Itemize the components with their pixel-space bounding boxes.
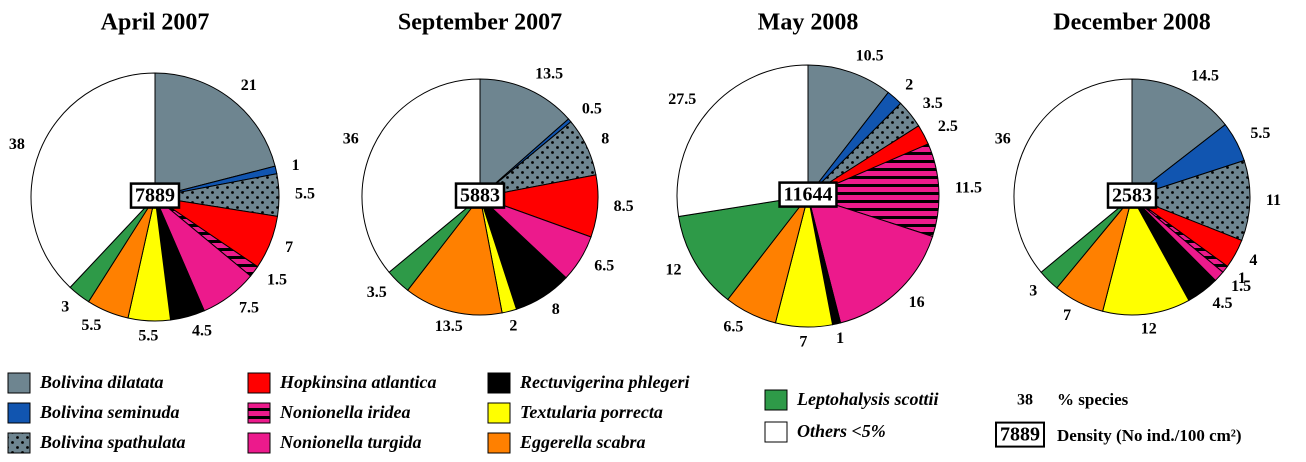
slice-label: 3 xyxy=(61,298,69,315)
slice-label: 12 xyxy=(665,262,681,279)
slice-label: 1 xyxy=(836,330,844,347)
legend-swatch xyxy=(487,402,511,424)
legend-swatch xyxy=(487,372,511,394)
legend-swatch xyxy=(7,372,31,394)
slice-label: 13.5 xyxy=(435,318,463,335)
slice-label: 36 xyxy=(343,131,359,148)
pie-title: May 2008 xyxy=(758,10,859,36)
slice-label: 11.5 xyxy=(955,180,982,197)
pie-slice xyxy=(406,195,503,316)
slice-label: 6.5 xyxy=(723,319,743,336)
pie-slice xyxy=(1130,159,1251,242)
legend-label: Nonionella turgida xyxy=(279,432,422,452)
density-label: 11644 xyxy=(784,184,833,206)
legend-label: Hopkinsina atlantica xyxy=(279,372,437,392)
slice-label: 12 xyxy=(1141,321,1157,338)
slice-label: 2.5 xyxy=(938,118,958,135)
slice-label: 6.5 xyxy=(594,258,614,275)
legend-label: Bolivina seminuda xyxy=(39,402,180,422)
density-label: 5883 xyxy=(460,185,500,207)
slice-label: 16 xyxy=(909,294,925,311)
slice-label: 38 xyxy=(9,136,25,153)
slice-label: 13.5 xyxy=(535,66,563,83)
slice-label: 5.5 xyxy=(1250,125,1270,142)
slice-label: 7.5 xyxy=(239,300,259,317)
slice-label: 8 xyxy=(601,131,609,148)
key-value: 38 xyxy=(1017,392,1033,409)
legend-label: Bolivina dilatata xyxy=(39,372,164,392)
pie-slice xyxy=(361,78,481,273)
slice-label: 1.5 xyxy=(267,272,287,289)
legend-label: Nonionella iridea xyxy=(279,402,411,422)
slice-label: 36 xyxy=(995,131,1011,148)
pie-slice xyxy=(1131,78,1226,199)
slice-label: 14.5 xyxy=(1191,67,1219,84)
pie-slice xyxy=(479,78,570,199)
key-density-box xyxy=(995,421,1045,448)
pie-slice xyxy=(154,72,276,198)
density-box xyxy=(454,182,506,209)
density-label: 7889 xyxy=(135,185,175,207)
slice-label: 7 xyxy=(1063,307,1071,324)
pie-slice xyxy=(1013,78,1133,273)
slice-label: 3.5 xyxy=(367,284,387,301)
pie-slice xyxy=(676,64,809,218)
slice-label: 0.5 xyxy=(582,101,602,118)
key-density-text: Density (No ind./100 cm²) xyxy=(1057,426,1242,445)
slice-label: 8.5 xyxy=(614,198,634,215)
slice-label: 4 xyxy=(1249,252,1257,269)
slice-label: 27.5 xyxy=(668,91,696,108)
legend-swatch xyxy=(247,372,271,394)
legend-label: Leptohalysis scottii xyxy=(796,389,939,409)
slice-label: 5.5 xyxy=(81,317,101,334)
slice-label: 1 xyxy=(1238,270,1246,287)
density-box xyxy=(129,182,181,209)
pie-slice xyxy=(807,195,934,324)
legend-label: Textularia porrecta xyxy=(520,402,663,422)
slice-label: 3 xyxy=(1029,282,1037,299)
slice-label: 11 xyxy=(1266,192,1281,209)
pie-title: September 2007 xyxy=(398,10,562,36)
legend-swatch xyxy=(764,421,788,443)
density-box xyxy=(778,181,838,208)
legend-label: Others <5% xyxy=(797,421,886,441)
key-density: 7889 xyxy=(1000,424,1040,446)
pie-slice xyxy=(678,195,810,301)
slice-label: 5.5 xyxy=(138,328,158,345)
pie-title: December 2008 xyxy=(1053,10,1211,36)
slice-label: 4.5 xyxy=(1212,295,1232,312)
density-label: 2583 xyxy=(1112,185,1152,207)
slice-label: 4.5 xyxy=(192,323,212,340)
legend-swatch xyxy=(764,389,788,411)
slice-label: 21 xyxy=(241,77,257,94)
pie-slice xyxy=(806,143,940,238)
legend-swatch xyxy=(487,432,511,454)
slice-label: 1 xyxy=(292,157,300,174)
pie-slice xyxy=(807,64,889,198)
slice-label: 5.5 xyxy=(295,185,315,202)
slice-label: 10.5 xyxy=(856,48,884,65)
legend-swatch xyxy=(247,402,271,424)
slice-label: 2 xyxy=(905,76,913,93)
density-box xyxy=(1106,182,1158,209)
pie-title: April 2007 xyxy=(101,10,210,36)
legend-label: Rectuvigerina phlegeri xyxy=(519,372,690,392)
slice-label: 2 xyxy=(509,317,517,334)
legend-swatch xyxy=(247,432,271,454)
legend-swatch xyxy=(7,402,31,424)
slice-label: 1.5 xyxy=(1231,278,1251,295)
slice-label: 7 xyxy=(799,334,807,351)
legend-label: Bolivina spathulata xyxy=(39,432,186,452)
legend-label: Eggerella scabra xyxy=(519,432,646,452)
pie-slice xyxy=(1102,195,1190,316)
slice-label: 7 xyxy=(285,239,293,256)
pie-slice xyxy=(30,72,156,289)
slice-label: 8 xyxy=(552,301,560,318)
legend-swatch xyxy=(7,432,31,454)
slice-label: 3.5 xyxy=(923,95,943,112)
key-value-text: % species xyxy=(1057,390,1129,409)
